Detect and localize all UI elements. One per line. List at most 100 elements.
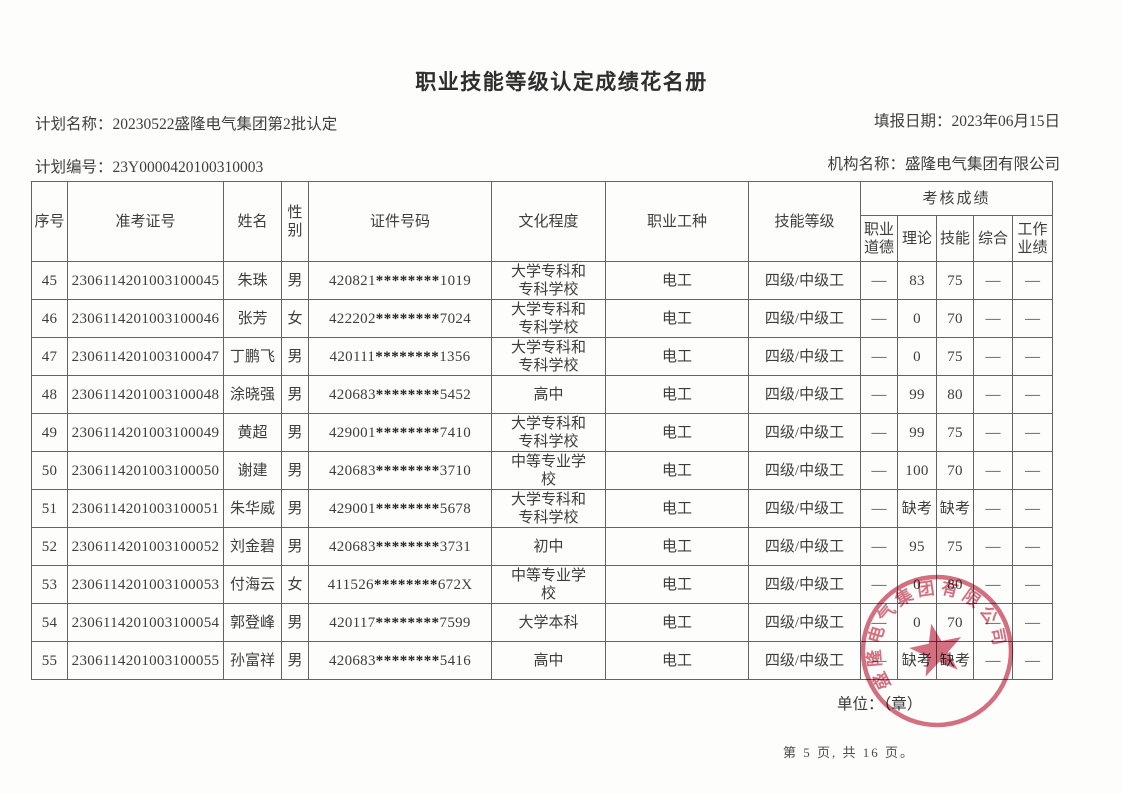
- id-digits: 429001: [328, 424, 376, 441]
- cell-score-skill: 75: [936, 413, 974, 452]
- cell-name: 张芳: [223, 299, 282, 338]
- cell-name: 黄超: [223, 413, 282, 452]
- table-row: 51 2306114201003100051 朱华威男 429001********5…: [31, 489, 1053, 528]
- cell-serial: 48: [31, 375, 68, 414]
- cell-score-skill: 80: [936, 565, 974, 604]
- org-name-label: 机构名称：: [827, 156, 905, 173]
- cell-education: 高中: [491, 641, 606, 680]
- cell-occupation: 电工: [605, 527, 749, 566]
- id-digits: 5416: [439, 652, 471, 669]
- table-row: 55 2306114201003100055 孙富祥男 420683********5…: [31, 641, 1053, 680]
- cell-score-comprehensive: —: [973, 565, 1013, 604]
- cell-score-comprehensive: —: [973, 489, 1013, 528]
- plan-number-value: 23Y0000420100310003: [112, 159, 264, 176]
- table-row: 52 2306114201003100052 刘金碧男 420683********3…: [31, 527, 1053, 566]
- id-digits: 420683: [328, 386, 376, 403]
- table-row: 54 2306114201003100054 郭登峰男 420117********7…: [31, 603, 1053, 642]
- cell-name: 刘金碧: [223, 527, 282, 566]
- id-digits: 3731: [439, 538, 471, 555]
- results-table: 序号 准考证号 姓名 性别 证件号码 文化程度 职业工种 技能等级 考核成绩 职…: [31, 181, 1053, 680]
- cell-education: 高中: [491, 375, 606, 414]
- id-digits: 411526: [327, 576, 374, 593]
- col-header-gender: 性别: [281, 181, 309, 262]
- org-name-value: 盛隆电气集团有限公司: [904, 156, 1060, 173]
- cell-score-theory: 95: [897, 527, 937, 566]
- col-header-name: 姓名: [223, 181, 282, 262]
- cell-serial: 47: [31, 337, 68, 376]
- cell-score-work: —: [1012, 337, 1053, 376]
- cell-education: 初中: [491, 527, 606, 566]
- id-mask: ********: [375, 614, 440, 631]
- cell-score-comprehensive: —: [973, 527, 1013, 566]
- cell-occupation: 电工: [605, 261, 749, 300]
- id-mask: ********: [375, 652, 440, 669]
- table-row: 48 2306114201003100048 涂晓强男 420683********5…: [31, 375, 1053, 414]
- cell-occupation: 电工: [605, 299, 749, 338]
- id-digits: 429001: [328, 500, 376, 517]
- cell-score-work: —: [1012, 603, 1053, 642]
- cell-score-comprehensive: —: [973, 641, 1013, 680]
- cell-score-ethics: —: [860, 375, 898, 414]
- id-digits: 7024: [439, 310, 471, 327]
- cell-score-work: —: [1012, 527, 1053, 566]
- cell-education: 大学专科和 专科学校: [491, 489, 606, 528]
- cell-gender: 男: [281, 489, 309, 528]
- cell-ticket: 2306114201003100050: [67, 451, 224, 490]
- cell-score-work: —: [1012, 489, 1053, 528]
- cell-education: 大学专科和 专科学校: [491, 337, 606, 376]
- cell-name: 郭登峰: [223, 603, 282, 642]
- cell-skill-level: 四级/中级工: [748, 451, 861, 490]
- cell-ticket: 2306114201003100055: [67, 641, 224, 680]
- cell-score-comprehensive: —: [973, 261, 1013, 300]
- cell-occupation: 电工: [605, 565, 749, 604]
- id-digits: 420117: [329, 614, 376, 631]
- cell-score-comprehensive: —: [973, 603, 1013, 642]
- cell-occupation: 电工: [605, 413, 749, 452]
- cell-ticket: 2306114201003100052: [67, 527, 224, 566]
- cell-id-number: 420117********7599: [308, 603, 492, 642]
- col-header-score-work: 工作 业绩: [1012, 215, 1053, 262]
- cell-gender: 男: [281, 261, 309, 300]
- cell-id-number: 420683********3710: [308, 451, 492, 490]
- cell-score-ethics: —: [860, 489, 898, 528]
- cell-serial: 54: [31, 603, 68, 642]
- cell-score-theory: 99: [897, 413, 937, 452]
- id-digits: 5678: [439, 500, 471, 517]
- id-digits: 422202: [328, 310, 376, 327]
- page-title: 职业技能等级认定成绩花名册: [415, 70, 708, 94]
- id-digits: 672X: [437, 576, 473, 593]
- cell-score-theory: 0: [897, 603, 937, 642]
- fill-date-line: 填报日期：2023年06月15日: [874, 109, 1060, 131]
- cell-skill-level: 四级/中级工: [748, 489, 861, 528]
- cell-education: 大学专科和 专科学校: [491, 299, 606, 338]
- cell-score-skill: 70: [936, 299, 974, 338]
- cell-education: 大学本科: [491, 603, 606, 642]
- id-digits: 5452: [439, 386, 471, 403]
- plan-number-label: 计划编号：: [35, 159, 113, 176]
- cell-occupation: 电工: [605, 641, 749, 680]
- cell-score-comprehensive: —: [973, 299, 1013, 338]
- cell-score-skill: 70: [936, 451, 974, 490]
- cell-occupation: 电工: [605, 451, 749, 490]
- cell-id-number: 420683********5452: [308, 375, 492, 414]
- cell-score-work: —: [1012, 641, 1053, 680]
- plan-name-label: 计划名称：: [35, 116, 113, 133]
- id-digits: 7599: [439, 614, 471, 631]
- cell-serial: 50: [31, 451, 68, 490]
- cell-score-comprehensive: —: [973, 337, 1013, 376]
- cell-gender: 男: [281, 641, 309, 680]
- cell-id-number: 411526********672X: [308, 565, 492, 604]
- cell-score-theory: 缺考: [897, 489, 937, 528]
- col-header-occupation: 职业工种: [605, 181, 749, 262]
- cell-score-theory: 99: [897, 375, 937, 414]
- id-mask: ********: [375, 386, 440, 403]
- cell-occupation: 电工: [605, 603, 749, 642]
- plan-name-value: 20230522盛隆电气集团第2批认定: [112, 116, 338, 133]
- table-row: 47 2306114201003100047 丁鹏飞男 420111********1…: [31, 337, 1053, 376]
- cell-id-number: 420111********1356: [308, 337, 492, 376]
- table-row: 45 2306114201003100045 朱珠男 420821********10…: [31, 261, 1053, 300]
- cell-ticket: 2306114201003100047: [67, 337, 224, 376]
- cell-score-ethics: —: [860, 641, 898, 680]
- col-header-ticket: 准考证号: [67, 181, 224, 262]
